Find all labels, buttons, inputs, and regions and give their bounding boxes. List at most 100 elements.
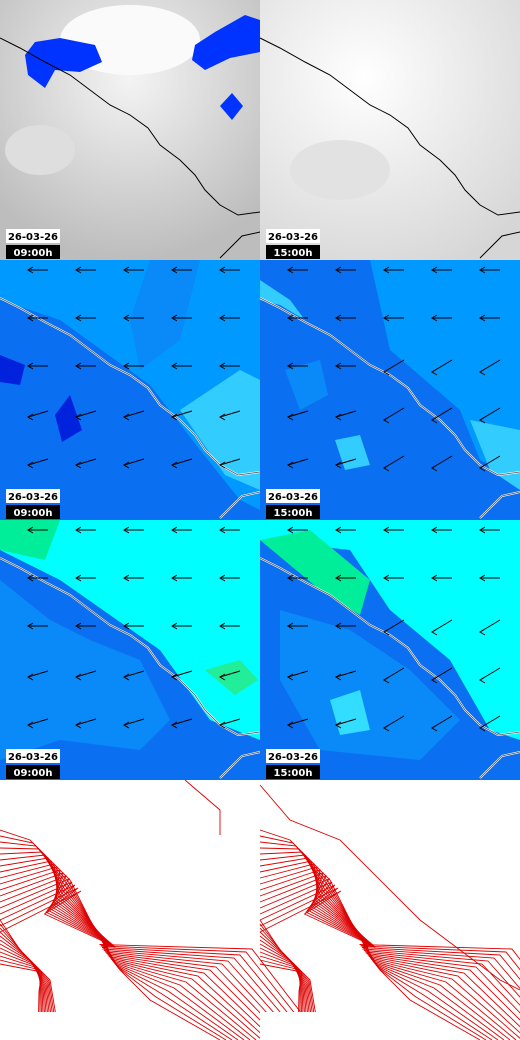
wind-arrows bbox=[287, 266, 501, 472]
contour bbox=[259, 829, 481, 1040]
date-label: 26-03-26 bbox=[268, 492, 318, 503]
wind-panel-left bbox=[0, 260, 261, 520]
wind-arrow-head bbox=[27, 266, 34, 274]
wind-arrow-head bbox=[75, 622, 82, 630]
wind-arrow-head bbox=[123, 673, 130, 681]
wind-arrow-head bbox=[123, 526, 130, 534]
wind-arrow-head bbox=[219, 314, 226, 322]
wind-arrow-head bbox=[335, 574, 342, 582]
wind-arrow-head bbox=[383, 628, 390, 636]
wind-arrow-head bbox=[479, 574, 486, 582]
date-box bbox=[6, 749, 60, 763]
mask bbox=[260, 1012, 325, 1040]
wind-arrow-head bbox=[431, 266, 438, 274]
wind-arrow-head bbox=[171, 413, 178, 421]
wind-arrow-head bbox=[431, 368, 438, 376]
wind-arrow-head bbox=[171, 574, 178, 582]
wind-arrow-head bbox=[479, 628, 486, 636]
wind-arrow-head bbox=[335, 622, 342, 630]
wind-arrow bbox=[27, 458, 49, 466]
wind-arrow bbox=[171, 670, 193, 678]
wind-arrow-head bbox=[123, 266, 130, 274]
wind-arrow-head bbox=[27, 461, 34, 469]
date-box bbox=[266, 749, 320, 763]
wind-arrow-head bbox=[383, 526, 390, 534]
wind-arrow-head bbox=[27, 362, 34, 370]
wind-arrow-head bbox=[219, 622, 226, 630]
date-box bbox=[6, 489, 60, 503]
wind-arrow-head bbox=[383, 266, 390, 274]
date-box bbox=[266, 489, 320, 503]
wind-arrow bbox=[219, 410, 241, 418]
wind-arrow-head bbox=[27, 673, 34, 681]
wind-arrow-head bbox=[479, 314, 486, 322]
wind-arrow bbox=[123, 458, 145, 466]
wind-arrow-head bbox=[431, 464, 438, 472]
wind-arrow bbox=[123, 670, 145, 678]
wind-arrow-head bbox=[335, 461, 342, 469]
wind-arrow-head bbox=[75, 314, 82, 322]
date-label: 26-03-26 bbox=[8, 492, 58, 503]
wind-arrows bbox=[27, 266, 241, 469]
humidity-panel-right bbox=[259, 520, 520, 780]
contour-panel-left bbox=[0, 779, 323, 1040]
wind-arrow-head bbox=[75, 362, 82, 370]
wind-arrow bbox=[287, 410, 309, 418]
contour bbox=[184, 779, 221, 835]
wind-panel-right bbox=[259, 260, 520, 520]
wind-arrow-head bbox=[383, 416, 390, 424]
wind-arrow-head bbox=[287, 314, 294, 322]
time-box bbox=[6, 505, 60, 519]
wind-arrow-head bbox=[123, 622, 130, 630]
wind-arrow-head bbox=[171, 461, 178, 469]
wind-arrow-head bbox=[123, 721, 130, 729]
contour bbox=[0, 923, 59, 1040]
time-box bbox=[6, 765, 60, 779]
mask bbox=[0, 1012, 65, 1040]
wind-arrow bbox=[287, 670, 309, 678]
wind-arrow-head bbox=[171, 362, 178, 370]
wind-arrow bbox=[27, 410, 49, 418]
contour bbox=[259, 923, 319, 1040]
wind-arrow-head bbox=[383, 368, 390, 376]
wind-arrow-head bbox=[75, 574, 82, 582]
wind-arrow bbox=[335, 410, 357, 418]
wind-arrow-head bbox=[383, 314, 390, 322]
contour bbox=[259, 841, 493, 1040]
cloud-panel-right bbox=[259, 0, 520, 260]
wind-arrow-head bbox=[219, 721, 226, 729]
contour bbox=[0, 890, 323, 1040]
wind-arrow-head bbox=[219, 461, 226, 469]
wind-arrow-head bbox=[479, 368, 486, 376]
wind-arrow-head bbox=[75, 266, 82, 274]
wind-arrow bbox=[123, 718, 145, 726]
labels: 26-03-26 09:00h 26-03-26 15:00h 26-03-26 09:0… bbox=[6, 229, 320, 779]
wind-arrows bbox=[287, 526, 501, 732]
contour bbox=[259, 851, 505, 1040]
contour bbox=[259, 847, 499, 1040]
wind-arrow-head bbox=[479, 526, 486, 534]
wind-arrow-head bbox=[431, 574, 438, 582]
wind-arrow-head bbox=[27, 622, 34, 630]
time-box bbox=[266, 505, 320, 519]
wind-arrow bbox=[335, 670, 357, 678]
wind-arrow-head bbox=[75, 526, 82, 534]
time-label: 09:00h bbox=[14, 768, 53, 779]
wind-arrow-head bbox=[431, 676, 438, 684]
time-label: 09:00h bbox=[14, 508, 53, 519]
wind-arrow-head bbox=[75, 461, 82, 469]
humidity-panel-left bbox=[0, 520, 261, 780]
wind-arrow-head bbox=[27, 526, 34, 534]
wind-arrow bbox=[75, 670, 97, 678]
wind-arrow bbox=[27, 670, 49, 678]
wind-arrow-head bbox=[335, 314, 342, 322]
wind-arrow-head bbox=[287, 266, 294, 274]
wind-arrow-head bbox=[123, 314, 130, 322]
wind-arrow-head bbox=[287, 526, 294, 534]
wind-arrow-head bbox=[219, 673, 226, 681]
wind-arrow bbox=[75, 410, 97, 418]
wind-arrow-head bbox=[335, 721, 342, 729]
wind-arrow-head bbox=[123, 574, 130, 582]
date-label: 26-03-26 bbox=[268, 232, 318, 243]
